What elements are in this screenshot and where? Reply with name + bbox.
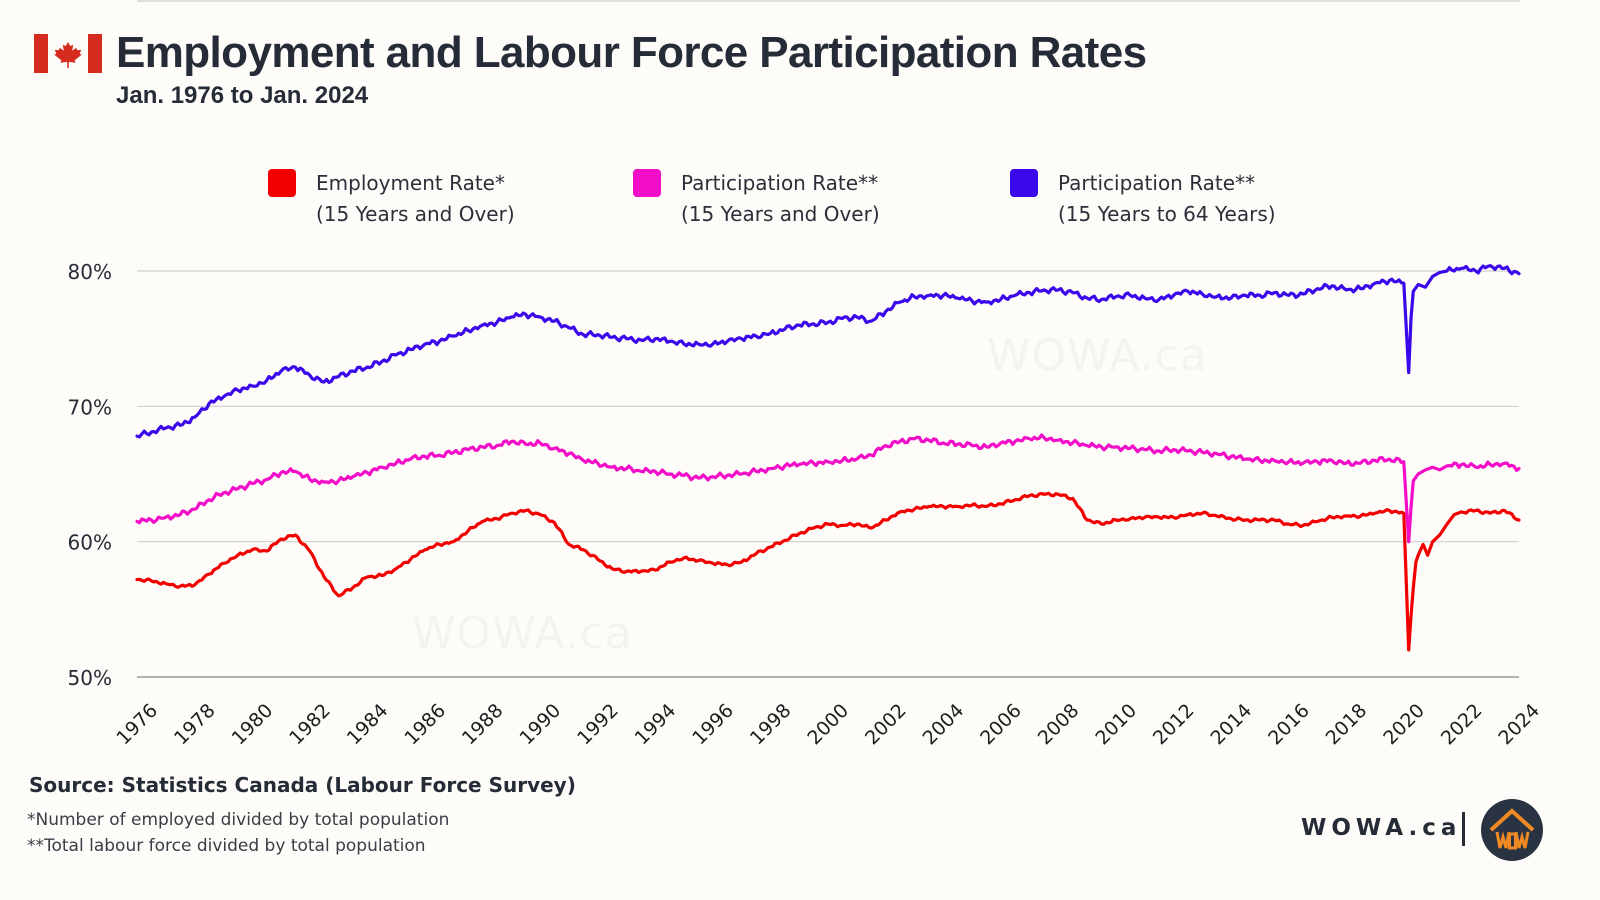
y-tick-label: 50% bbox=[68, 666, 112, 690]
x-tick-label: 2000 bbox=[803, 700, 853, 750]
legend-item-employment-rate: Employment Rate* (15 Years and Over) bbox=[268, 168, 515, 230]
x-tick-label: 2022 bbox=[1437, 700, 1487, 750]
chart-title: Employment and Labour Force Participatio… bbox=[116, 28, 1147, 77]
legend-label: Employment Rate* bbox=[316, 171, 505, 195]
source-text: Source: Statistics Canada (Labour Force … bbox=[29, 773, 576, 797]
x-tick-label: 2006 bbox=[976, 700, 1026, 750]
gridlines bbox=[137, 270, 1519, 678]
legend-swatch-participation-rate-15-over bbox=[633, 169, 661, 197]
x-tick-label: 2020 bbox=[1379, 700, 1429, 750]
x-axis: 1976 1978 1980 1982 1984 1986 1988 1990 1992 1994… bbox=[112, 700, 1544, 750]
series-line-participation-rate-15-over bbox=[135, 433, 1521, 544]
x-tick-label: 1976 bbox=[112, 700, 162, 750]
y-tick-label: 70% bbox=[68, 395, 112, 419]
y-tick-label: 80% bbox=[68, 260, 112, 284]
legend-sublabel: (15 Years and Over) bbox=[681, 202, 880, 226]
legend-item-participation-rate-15-64: Participation Rate** (15 Years to 64 Yea… bbox=[1010, 168, 1276, 230]
x-tick-label: 2018 bbox=[1322, 700, 1372, 750]
brand-wordmark[interactable]: WOWA.ca bbox=[1301, 815, 1462, 841]
legend-item-participation-rate-15-over: Participation Rate** (15 Years and Over) bbox=[633, 168, 880, 230]
x-tick-label: 2024 bbox=[1494, 700, 1544, 750]
brand-divider bbox=[1462, 812, 1465, 846]
x-tick-label: 1986 bbox=[400, 700, 450, 750]
wowa-house-logo-icon[interactable] bbox=[1481, 799, 1543, 861]
x-tick-label: 1982 bbox=[285, 700, 335, 750]
top-rule bbox=[137, 0, 1520, 2]
series-line-employment-rate bbox=[135, 491, 1521, 652]
x-tick-label: 2004 bbox=[919, 700, 969, 750]
x-tick-label: 1980 bbox=[228, 700, 278, 750]
x-tick-label: 1988 bbox=[458, 700, 508, 750]
x-tick-label: 1984 bbox=[343, 700, 393, 750]
x-tick-label: 1994 bbox=[631, 700, 681, 750]
legend: Employment Rate* (15 Years and Over) Par… bbox=[0, 168, 1600, 232]
footnote-employment: *Number of employed divided by total pop… bbox=[27, 810, 450, 830]
series-line-participation-rate-15-64 bbox=[135, 264, 1521, 439]
legend-sublabel: (15 Years to 64 Years) bbox=[1058, 202, 1276, 226]
legend-swatch-participation-rate-15-64 bbox=[1010, 169, 1038, 197]
chart-subtitle: Jan. 1976 to Jan. 2024 bbox=[116, 82, 369, 109]
legend-sublabel: (15 Years and Over) bbox=[316, 202, 515, 226]
y-axis: 50% 60% 70% 80% bbox=[68, 260, 112, 690]
footnote-participation: **Total labour force divided by total po… bbox=[27, 836, 426, 856]
x-tick-label: 2014 bbox=[1206, 700, 1256, 750]
x-tick-label: 2002 bbox=[861, 700, 911, 750]
x-tick-label: 2012 bbox=[1149, 700, 1199, 750]
x-tick-label: 1996 bbox=[688, 700, 738, 750]
x-tick-label: 1992 bbox=[573, 700, 623, 750]
y-tick-label: 60% bbox=[68, 531, 112, 555]
x-tick-label: 2016 bbox=[1264, 700, 1314, 750]
x-tick-label: 2008 bbox=[1034, 700, 1084, 750]
canada-flag-icon bbox=[34, 34, 102, 73]
x-tick-label: 1990 bbox=[515, 700, 565, 750]
legend-swatch-employment-rate bbox=[268, 169, 296, 197]
x-tick-label: 2010 bbox=[1091, 700, 1141, 750]
legend-label: Participation Rate** bbox=[1058, 171, 1256, 195]
legend-label: Participation Rate** bbox=[681, 171, 879, 195]
x-tick-label: 1998 bbox=[746, 700, 796, 750]
series-lines bbox=[135, 264, 1521, 652]
x-tick-label: 1978 bbox=[170, 700, 220, 750]
